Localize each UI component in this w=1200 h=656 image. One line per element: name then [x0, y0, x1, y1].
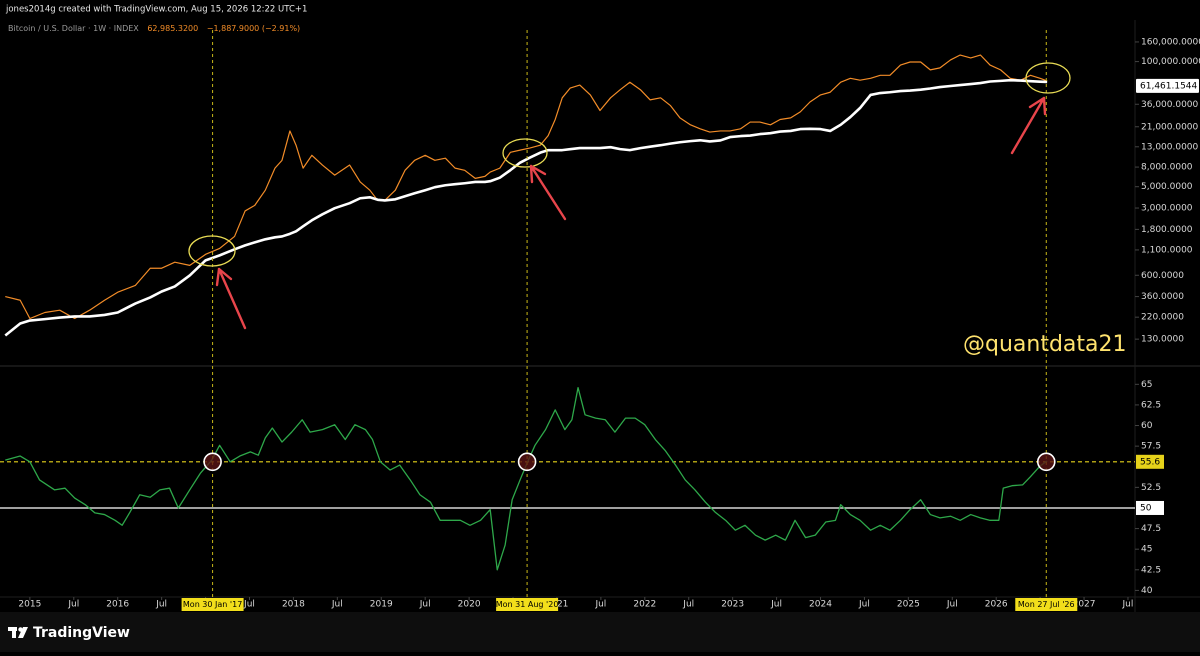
footer: [0, 612, 1200, 652]
y-tick-label: 47.5: [1141, 524, 1161, 534]
x-tick-label: 2026: [985, 600, 1008, 610]
date-label: Mon 27 Jul '26: [1018, 600, 1075, 609]
pane: [4, 54, 1048, 337]
x-tick-label: Jul: [1122, 600, 1134, 610]
x-tick-label: 2018: [282, 600, 305, 610]
y-tick-label: 62.5: [1141, 400, 1161, 410]
reference-label-box: [1136, 500, 1164, 515]
crossing-circle: [1036, 452, 1056, 472]
crossing-circle: [517, 452, 537, 472]
brand-logo: [8, 627, 28, 638]
pane: [0, 386, 1135, 571]
y-tick-label: 100,000.0000: [1141, 57, 1200, 67]
y-tick-label: 220.0000: [1141, 313, 1184, 323]
x-tick-label: Jul: [331, 600, 343, 610]
logo-part: [18, 627, 28, 638]
x-tick-label: Jul: [682, 600, 694, 610]
y-tick-label: 57.5: [1141, 442, 1161, 452]
watermark: @quantdata21: [963, 332, 1127, 357]
price-change: −1,887.9000 (−2.91%): [207, 24, 300, 33]
reference-label: 50: [1140, 503, 1152, 513]
x-tick-label: Jul: [243, 600, 255, 610]
arrow: [1010, 96, 1047, 155]
y-tick-label: 36,000.0000: [1141, 100, 1199, 110]
x-tick-label: Jul: [858, 600, 870, 610]
arrow: [215, 267, 247, 330]
x-tick-label: Jul: [946, 600, 958, 610]
date-label: Mon 31 Aug '20: [496, 600, 559, 609]
last-price: 62,985.3200: [147, 24, 198, 33]
y-tick-label: 1,100.0000: [1141, 245, 1193, 255]
credit: jones2014g created with TradingView.com,…: [5, 5, 307, 15]
highlight-ellipse: [502, 138, 548, 168]
y-tick-label: 1,800.0000: [1141, 225, 1193, 235]
series-line: [5, 54, 1048, 320]
highlight-ellipse: [188, 235, 236, 267]
reference-label-box: [1136, 454, 1164, 469]
x-tick-label: 2025: [897, 600, 920, 610]
y-tick-label: 40: [1141, 586, 1153, 596]
highlight-ellipse: [1025, 62, 1071, 94]
x-tick-label: 2024: [809, 600, 832, 610]
price-label: 61,461.1544: [1140, 81, 1198, 91]
price-label-box: [1136, 78, 1199, 93]
y-tick-label: 160,000.0000: [1141, 37, 1200, 47]
y-tick-label: 600.0000: [1141, 271, 1184, 281]
arrows: [215, 96, 1047, 330]
series-line: [4, 78, 1048, 337]
brand: TradingView: [33, 625, 130, 641]
x-tick-label: Jul: [594, 600, 606, 610]
y-tick-label: 3,000.0000: [1141, 204, 1193, 214]
y-tick-label: 130.0000: [1141, 335, 1184, 345]
x-tick-label: 2016: [106, 600, 129, 610]
y-tick-label: 60: [1141, 421, 1153, 431]
annotations: [188, 62, 1071, 330]
y-tick-label: 13,000.0000: [1141, 142, 1199, 152]
reference-label: 55.6: [1140, 457, 1160, 467]
y-tick-label: 52.5: [1141, 483, 1161, 493]
x-tick-label: Jul: [67, 600, 79, 610]
x-tick-label: Jul: [155, 600, 167, 610]
plot-area: 130.0000 220.0000 360.0000 600.0000 1,100.00…: [0, 30, 1200, 611]
arrow: [529, 164, 567, 221]
date-label: Mon 30 Jan '17: [183, 600, 242, 609]
y-tick-label: 21,000.0000: [1141, 122, 1199, 132]
x-tick-label: 2022: [633, 600, 656, 610]
y-tick-label: 42.5: [1141, 565, 1161, 575]
y-tick-label: 360.0000: [1141, 292, 1184, 302]
series-line: [5, 386, 1048, 571]
x-tick-label: Jul: [419, 600, 431, 610]
crossing-circle: [203, 452, 222, 472]
x-tick-label: 2027: [1073, 600, 1096, 610]
x-tick-label: 2015: [18, 600, 41, 610]
symbol-title: Bitcoin / U.S. Dollar · 1W · INDEX: [8, 24, 139, 33]
x-tick-label: 2023: [721, 600, 744, 610]
date-label-box: [496, 598, 559, 611]
y-tick-label: 45: [1141, 545, 1152, 555]
x-tick-label: Jul: [770, 600, 782, 610]
chart-header: Bitcoin / U.S. Dollar · 1W · INDEX 62,98…: [8, 24, 300, 33]
y-tick-label: 8,000.0000: [1141, 163, 1193, 173]
x-tick-label: 2020: [458, 600, 481, 610]
y-tick-label: 5,000.0000: [1141, 182, 1193, 192]
date-label-box: [1015, 598, 1078, 611]
date-label-box: [181, 598, 244, 611]
x-tick-label: 2019: [370, 600, 393, 610]
y-tick-label: 65: [1141, 380, 1152, 390]
logo-part: [12, 627, 16, 638]
